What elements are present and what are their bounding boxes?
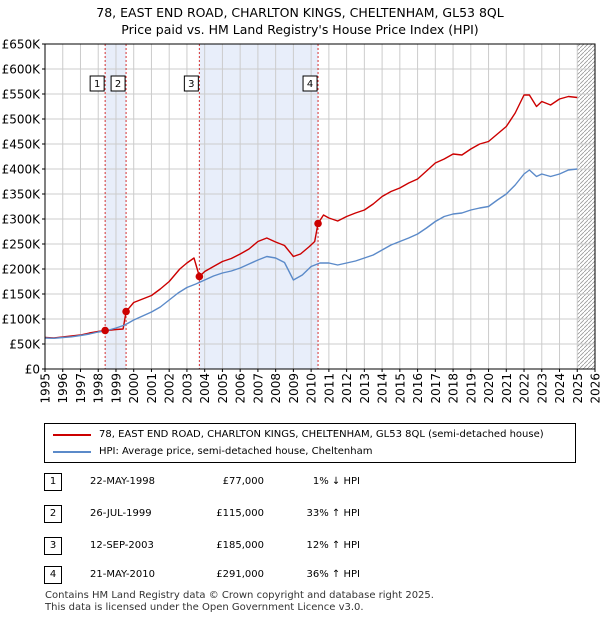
transaction-date: 12-SEP-2003 [90, 540, 154, 551]
y-tick-label: £100K [2, 313, 42, 327]
x-tick-label: 2010 [305, 373, 319, 404]
x-tick-label: 2011 [322, 373, 336, 404]
transaction-row: 3 12-SEP-2003 £185,000 12% ↑ HPI [44, 537, 584, 555]
x-tick-label: 2002 [163, 373, 177, 404]
x-tick-label: 2020 [482, 373, 496, 404]
y-tick-label: £350K [2, 188, 42, 202]
y-tick-label: £400K [2, 163, 42, 177]
y-tick-label: £650K [2, 38, 42, 52]
sale-point [122, 307, 130, 316]
sale-point [195, 272, 204, 281]
transaction-marker-box [89, 75, 105, 92]
x-tick-label: 2003 [180, 373, 194, 404]
transaction-hpi-diff: 12% ↑ HPI [306, 540, 360, 551]
x-tick-label: 2023 [535, 373, 549, 404]
shaded-period [199, 44, 319, 369]
legend-swatch-hpi [53, 451, 91, 453]
x-tick-label: 2013 [358, 373, 372, 404]
x-tick-label: 2012 [340, 373, 354, 404]
transaction-price: £77,000 [222, 476, 264, 487]
x-tick-label: 2008 [269, 373, 283, 404]
transaction-price: £185,000 [216, 540, 264, 551]
x-tick-label: 2019 [464, 373, 478, 404]
y-tick-label: £500K [2, 113, 42, 127]
transaction-price: £115,000 [216, 508, 264, 519]
transaction-marker-label: 3 [188, 79, 194, 90]
transaction-row: 1 22-MAY-1998 £77,000 1% ↓ HPI [44, 473, 584, 491]
x-tick-label: 2007 [251, 373, 265, 404]
legend-label-property: 78, EAST END ROAD, CHARLTON KINGS, CHELT… [99, 429, 544, 440]
y-tick-label: £550K [2, 88, 42, 102]
x-tick-label: 2005 [216, 373, 230, 404]
y-tick-label: £200K [2, 263, 42, 277]
sale-point [314, 219, 322, 228]
legend-swatch-property [53, 434, 91, 436]
transaction-marker-label: 2 [115, 79, 121, 90]
x-tick-label: 2001 [145, 373, 159, 404]
footer-line-1: Contains HM Land Registry data © Crown c… [45, 590, 434, 601]
x-tick-label: 2006 [234, 373, 248, 404]
x-tick-label: 2015 [393, 373, 407, 404]
transaction-marker-label: 1 [94, 79, 100, 90]
title-line-1: 78, EAST END ROAD, CHARLTON KINGS, CHELT… [96, 5, 504, 20]
x-tick-label: 2000 [127, 373, 141, 404]
transaction-row: 4 21-MAY-2010 £291,000 36% ↑ HPI [44, 566, 584, 584]
x-tick-label: 1995 [39, 373, 53, 404]
transaction-number: 2 [44, 505, 62, 523]
x-tick-label: 2014 [376, 373, 390, 404]
title-line-2: Price paid vs. HM Land Registry's House … [121, 22, 479, 37]
plot-frame [44, 43, 596, 370]
y-tick-label: £0 [25, 363, 40, 377]
footer-line-2: This data is licensed under the Open Gov… [45, 602, 364, 613]
x-tick-label: 2021 [500, 373, 514, 404]
y-tick-label: £600K [2, 63, 42, 77]
legend-label-hpi: HPI: Average price, semi-detached house,… [99, 446, 373, 457]
x-tick-label: 2018 [447, 373, 461, 404]
transaction-date: 21-MAY-2010 [90, 569, 156, 580]
transaction-marker-box [183, 75, 199, 92]
x-tick-label: 1996 [56, 373, 70, 404]
transaction-hpi-diff: 36% ↑ HPI [306, 569, 360, 580]
chart-title: 78, EAST END ROAD, CHARLTON KINGS, CHELT… [0, 4, 600, 38]
footer-notice: Contains HM Land Registry data © Crown c… [45, 590, 434, 614]
transaction-number: 3 [44, 537, 62, 555]
transaction-date: 26-JUL-1999 [90, 508, 152, 519]
chart-legend: 78, EAST END ROAD, CHARLTON KINGS, CHELT… [44, 423, 576, 463]
x-tick-label: 2016 [411, 373, 425, 404]
x-tick-label: 2022 [518, 373, 532, 404]
y-tick-label: £150K [2, 288, 42, 302]
x-tick-label: 2026 [589, 373, 600, 404]
forecast-hatch [577, 44, 595, 369]
transaction-number: 4 [44, 566, 62, 584]
transaction-row: 2 26-JUL-1999 £115,000 33% ↑ HPI [44, 505, 584, 523]
y-tick-label: £450K [2, 138, 42, 152]
transaction-hpi-diff: 1% ↓ HPI [312, 476, 360, 487]
y-tick-label: £300K [2, 213, 42, 227]
transaction-marker-box [110, 75, 126, 92]
x-tick-label: 2024 [553, 373, 567, 404]
x-tick-label: 1998 [92, 373, 106, 404]
transaction-marker-label: 4 [307, 79, 313, 90]
hpi-line [44, 168, 578, 339]
transaction-number: 1 [44, 473, 62, 491]
x-tick-label: 2004 [198, 373, 212, 404]
x-tick-label: 2025 [571, 373, 585, 404]
x-tick-label: 2009 [287, 373, 301, 404]
transaction-date: 22-MAY-1998 [90, 476, 156, 487]
x-tick-label: 1997 [74, 373, 88, 404]
y-tick-label: £50K [9, 338, 41, 352]
price-chart: 1 2 3 4 £0 £50K £100K £150K £200K £250K £300K £350… [2, 38, 600, 404]
y-tick-label: £250K [2, 238, 42, 252]
transaction-price: £291,000 [216, 569, 264, 580]
x-tick-label: 2017 [429, 373, 443, 404]
transaction-hpi-diff: 33% ↑ HPI [306, 508, 360, 519]
sale-point [101, 326, 109, 335]
x-tick-label: 1999 [109, 373, 123, 404]
transaction-marker-box [302, 75, 318, 92]
